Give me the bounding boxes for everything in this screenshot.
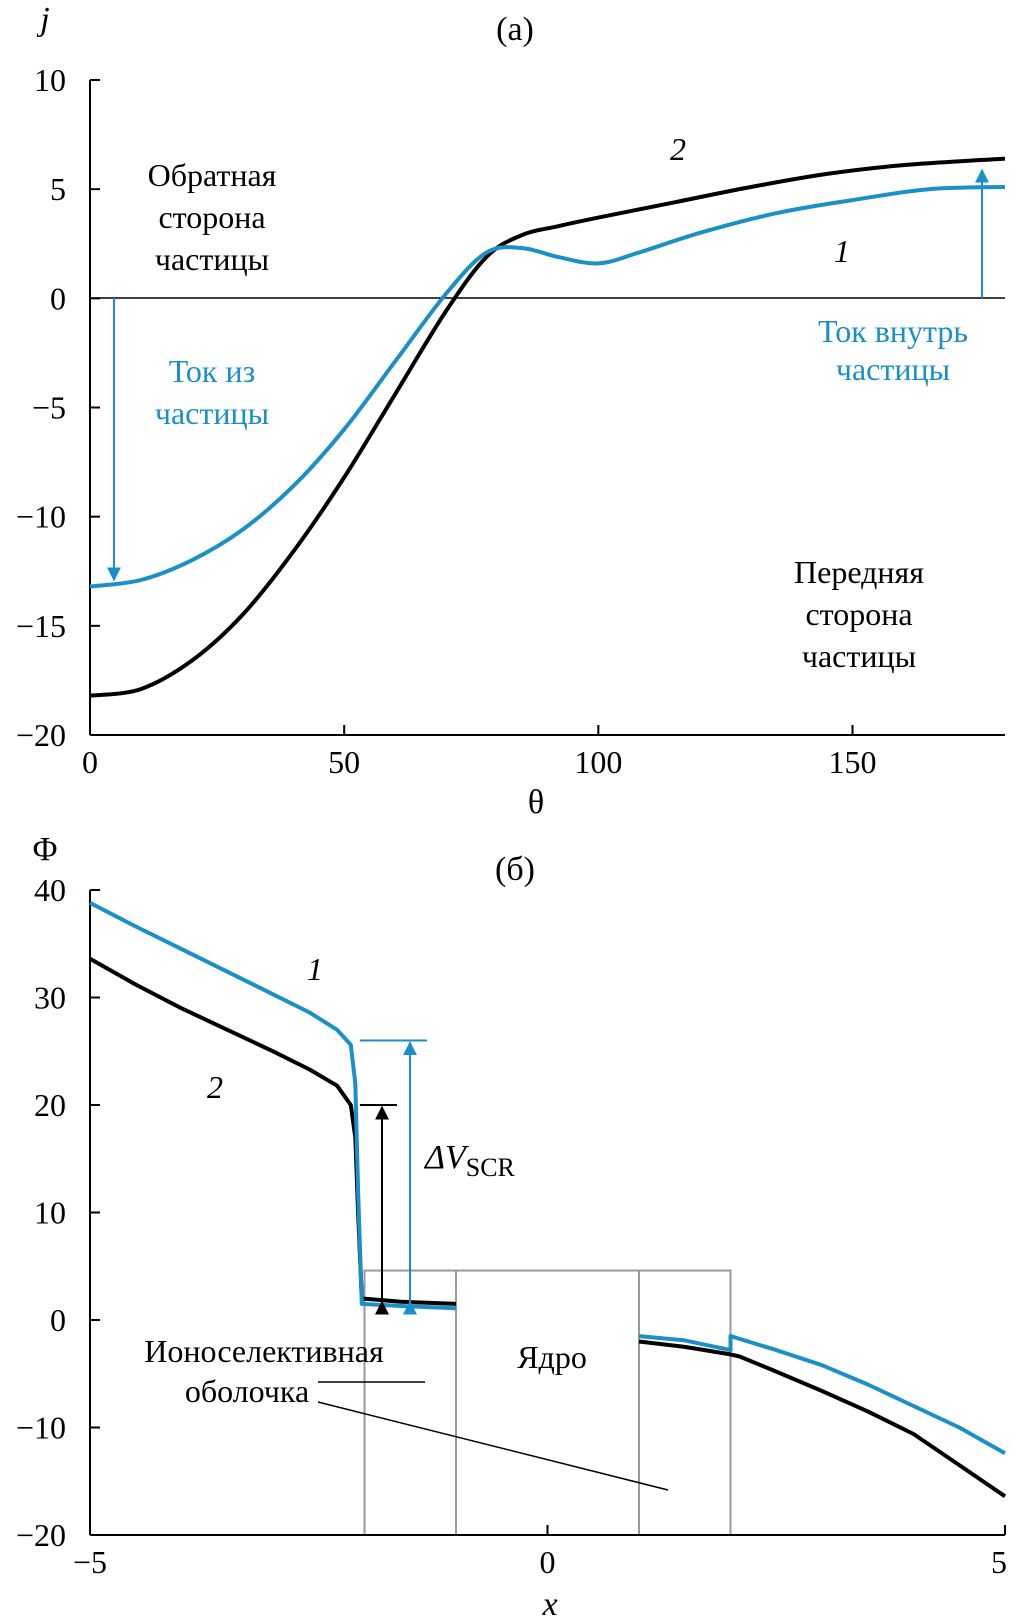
y-tick-label: 20 [34, 1087, 66, 1123]
panel-b-x-label: x [541, 1586, 557, 1620]
current-in-annotation: Ток внутрь частицы [818, 313, 968, 387]
x-tick-label: 0 [540, 1544, 556, 1580]
panel-b-label: (б) [495, 851, 535, 888]
panel-a-x-ticks: 0 50 100 150 [82, 725, 877, 780]
front-side-line-1: Передняя [794, 554, 924, 590]
front-side-annotation: Передняя сторона частицы [794, 554, 924, 674]
y-tick-label: −5 [32, 390, 66, 426]
y-tick-label: 0 [50, 1302, 66, 1338]
panel-b-y-label: Φ [33, 831, 58, 868]
y-tick-label: 5 [50, 171, 66, 207]
panel-a-x-label: θ [528, 784, 544, 821]
current-in-line-1: Ток внутрь [818, 313, 968, 349]
shell-label-line-2: оболочка [185, 1373, 309, 1409]
y-tick-label: 0 [50, 280, 66, 316]
back-side-annotation: Обратная сторона частицы [148, 157, 277, 277]
y-tick-label: −15 [16, 608, 66, 644]
shell-pointer-line [317, 1401, 669, 1491]
panel-a-y-label: j [36, 1, 49, 38]
panel-b: (б) Φ x 40 30 20 10 0 −10 −20 −5 0 5 1 2 ΔVSCR Я… [16, 831, 1007, 1620]
front-side-line-2: сторона [805, 596, 912, 632]
current-out-annotation: Ток из частицы [155, 353, 269, 431]
x-tick-label: 100 [574, 744, 622, 780]
y-tick-label: −10 [16, 1410, 66, 1446]
core-label: Ядро [517, 1339, 587, 1375]
panel-b-boxes [363, 1269, 732, 1537]
panel-b-y-ticks: 40 30 20 10 0 −10 −20 [16, 872, 100, 1553]
series-line-2-segment-1 [89, 957, 457, 1306]
back-side-line-3: частицы [155, 241, 269, 277]
current-out-line-2: частицы [155, 395, 269, 431]
current-out-line-1: Ток из [169, 353, 255, 389]
series-line-1-segment-1 [89, 901, 457, 1311]
series-line-2-segment-2 [638, 1339, 1007, 1498]
series-line-2 [89, 156, 1006, 698]
y-tick-label: −20 [16, 1517, 66, 1553]
box-shell-right [638, 1269, 732, 1537]
box-shell-left [363, 1269, 457, 1537]
back-side-line-2: сторона [158, 199, 265, 235]
curve-1-label-a: 1 [834, 233, 850, 269]
current-in-line-2: частицы [836, 351, 950, 387]
y-tick-label: 40 [34, 872, 66, 908]
panel-b-x-ticks: −5 0 5 [73, 1525, 1007, 1580]
y-tick-label: 10 [34, 62, 66, 98]
x-tick-label: 50 [328, 744, 360, 780]
y-tick-label: 10 [34, 1195, 66, 1231]
panel-b-series [89, 901, 1007, 1498]
x-tick-label: −5 [73, 1544, 107, 1580]
front-side-line-3: частицы [802, 638, 916, 674]
panel-a-y-ticks: 10 5 0 −5 −10 −15 −20 [16, 62, 100, 753]
x-tick-label: 0 [82, 744, 98, 780]
back-side-line-1: Обратная [148, 157, 277, 193]
curve-2-label-a: 2 [670, 131, 686, 167]
y-tick-label: 30 [34, 980, 66, 1016]
delta-v-indicator [359, 1039, 427, 1315]
curve-2-label-b: 2 [207, 1069, 223, 1105]
shell-label-line-1: Ионоселективная [144, 1333, 384, 1369]
series-line-1-segment-2 [638, 1334, 1006, 1456]
panel-a-series [89, 156, 1006, 698]
x-tick-label: 5 [991, 1544, 1007, 1580]
box-core [455, 1269, 640, 1537]
y-tick-label: −10 [16, 499, 66, 535]
panel-a-label: (a) [496, 11, 534, 48]
x-tick-label: 150 [829, 744, 877, 780]
delta-v-symbol: ΔV [423, 1139, 470, 1176]
curve-1-label-b: 1 [307, 951, 323, 987]
delta-v-subscript: SCR [466, 1153, 516, 1182]
series-line-1 [89, 185, 1006, 589]
y-tick-label: −20 [16, 717, 66, 753]
delta-v-label: ΔVSCR [423, 1139, 516, 1182]
